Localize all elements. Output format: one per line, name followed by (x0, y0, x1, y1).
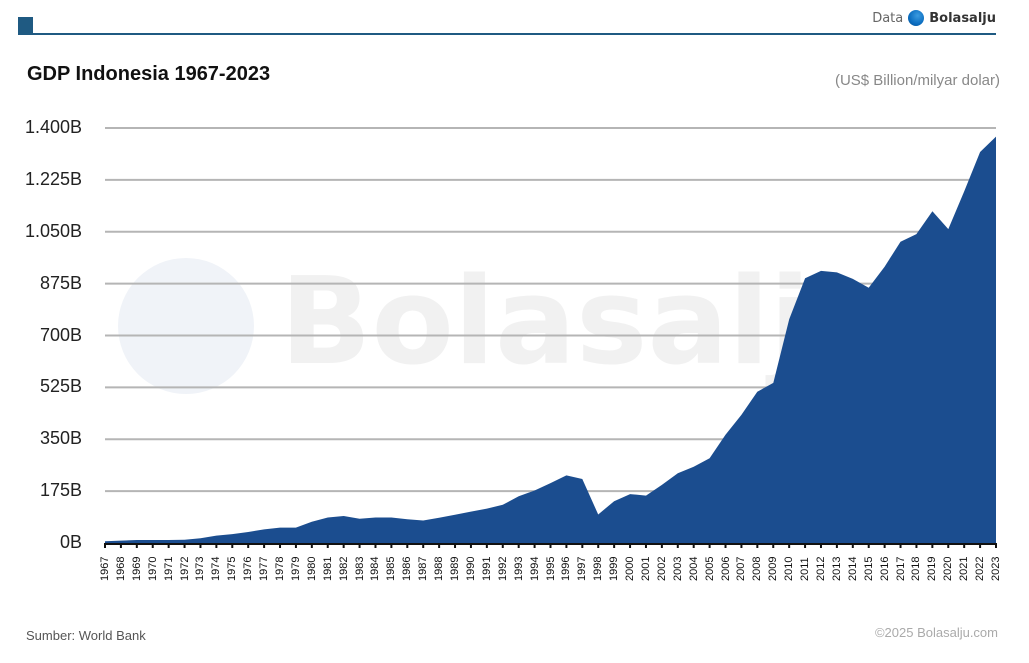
x-axis (104, 543, 997, 548)
x-tick-label: 1993 (512, 556, 525, 581)
x-tick-label: 2010 (783, 556, 796, 581)
y-tick-label: 1.050B (24, 220, 82, 241)
x-tick-label: 1972 (178, 556, 191, 581)
x-tick-label: 1999 (608, 556, 621, 581)
x-tick-label: 2013 (830, 556, 843, 581)
x-tick-label: 2003 (671, 556, 684, 581)
x-tick-label: 2004 (687, 556, 700, 581)
x-tick-label: 1970 (146, 556, 159, 581)
x-tick-label: 2001 (639, 556, 652, 581)
x-tick-label: 1971 (162, 556, 175, 581)
brand-logo: Data Bolasalju (872, 10, 996, 26)
unit-label: (US$ Billion/milyar dolar) (834, 72, 1000, 89)
gdp-area-series (105, 136, 996, 543)
x-tick-label: 1991 (480, 556, 493, 581)
x-tick-label: 1983 (353, 556, 366, 581)
x-tick-label: 1984 (369, 556, 382, 581)
x-tick-label: 2018 (910, 556, 923, 581)
x-tick-label: 1988 (433, 556, 446, 581)
y-tick-label: 525B (39, 376, 82, 397)
x-tick-label: 2006 (719, 556, 732, 581)
x-tick-label: 1967 (99, 556, 111, 581)
x-tick-label: 2021 (958, 556, 971, 581)
x-tick-label: 2002 (655, 556, 668, 581)
y-tick-label: 0B (59, 532, 82, 552)
x-tick-label: 1987 (417, 556, 430, 581)
x-tick-label: 1992 (496, 556, 509, 581)
copyright-note: ©2025 Bolasalju.com (874, 625, 998, 640)
x-tick-label: 2022 (974, 556, 987, 581)
x-tick-label: 2011 (799, 557, 812, 581)
x-tick-label: 1989 (449, 556, 462, 581)
x-tick-label: 1982 (337, 556, 350, 581)
x-tick-label: 2016 (878, 556, 891, 581)
header-divider (18, 33, 996, 35)
x-tick-label: 1996 (560, 556, 573, 581)
header-accent-square (18, 17, 33, 34)
snowball-logo-icon (908, 10, 925, 26)
x-tick-label: 2007 (735, 556, 748, 581)
x-tick-label: 2014 (846, 556, 859, 581)
source-note: Sumber: World Bank (26, 628, 146, 643)
x-tick-label: 2015 (862, 556, 875, 581)
y-tick-label: 1.400B (24, 117, 82, 137)
x-tick-label: 1990 (464, 556, 477, 581)
x-tick-label: 1981 (321, 556, 334, 581)
x-tick-label: 1994 (528, 556, 541, 581)
x-tick-label: 1975 (226, 556, 239, 581)
x-tick-label: 1980 (305, 556, 318, 581)
x-tick-label: 1979 (289, 556, 302, 581)
x-tick-label: 1973 (194, 556, 207, 581)
chart-title: GDP Indonesia 1967-2023 (27, 63, 271, 85)
x-tick-label: 2008 (751, 556, 764, 581)
x-tick-label: 2020 (942, 556, 955, 581)
x-tick-label: 2000 (624, 556, 637, 581)
x-tick-label: 1969 (130, 556, 143, 581)
x-tick-label: 1998 (592, 556, 605, 581)
brand-prefix: Data (872, 10, 904, 26)
x-tick-label: 1976 (242, 556, 255, 581)
x-tick-label: 1978 (274, 556, 287, 581)
y-tick-label: 350B (39, 428, 82, 449)
x-tick-label: 1985 (385, 556, 398, 581)
x-tick-label: 1977 (258, 556, 271, 581)
y-tick-label: 875B (39, 272, 82, 293)
x-tick-label: 1995 (544, 556, 557, 581)
x-tick-label: 1997 (576, 556, 589, 581)
x-tick-label: 2023 (990, 556, 1002, 581)
y-tick-label: 1.225B (24, 168, 82, 189)
y-tick-label: 700B (39, 324, 82, 345)
x-tick-label: 1974 (210, 556, 223, 581)
x-tick-label: 2019 (926, 556, 939, 581)
x-tick-label: 2012 (814, 556, 827, 581)
x-tick-label: 1986 (401, 556, 414, 581)
x-tick-label: 2017 (894, 556, 907, 581)
brand-name: Bolasalju (929, 10, 996, 26)
x-tick-label: 2009 (767, 556, 780, 581)
x-tick-label: 1968 (114, 556, 127, 581)
y-tick-label: 175B (39, 480, 82, 501)
x-tick-label: 2005 (703, 556, 716, 581)
